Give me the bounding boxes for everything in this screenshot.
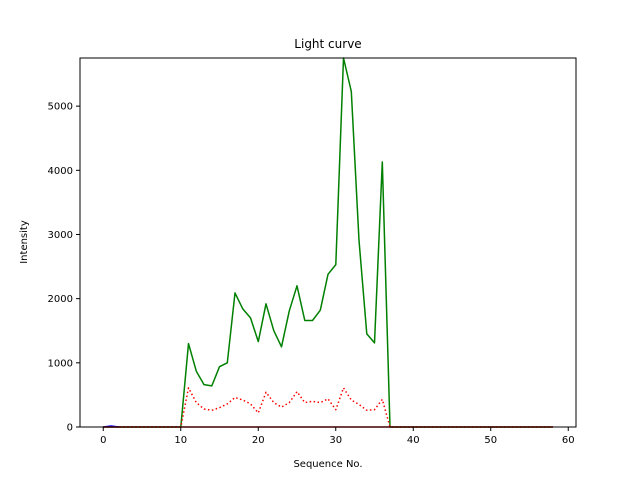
x-axis-label: Sequence No. bbox=[293, 459, 362, 470]
x-tick-label: 60 bbox=[562, 435, 575, 446]
y-tick-label: 0 bbox=[67, 423, 73, 434]
x-tick-label: 0 bbox=[100, 435, 106, 446]
x-tick-label: 50 bbox=[484, 435, 497, 446]
y-tick-label: 5000 bbox=[48, 102, 73, 113]
y-tick-label: 4000 bbox=[48, 166, 73, 177]
x-tick-label: 20 bbox=[252, 435, 265, 446]
y-tick-label: 3000 bbox=[48, 230, 73, 241]
y-axis-label: Intensity bbox=[19, 220, 30, 264]
plot-frame bbox=[79, 57, 577, 428]
y-tick-label: 1000 bbox=[48, 358, 73, 369]
y-tick-label: 2000 bbox=[48, 294, 73, 305]
axis-ticks: 0 10 20 30 40 50 60 0 1000 2000 3000 4000 5000 bbox=[48, 102, 575, 446]
x-tick-label: 30 bbox=[329, 435, 342, 446]
chart-title: Light curve bbox=[294, 37, 361, 51]
x-tick-label: 10 bbox=[174, 435, 187, 446]
x-tick-label: 40 bbox=[407, 435, 420, 446]
